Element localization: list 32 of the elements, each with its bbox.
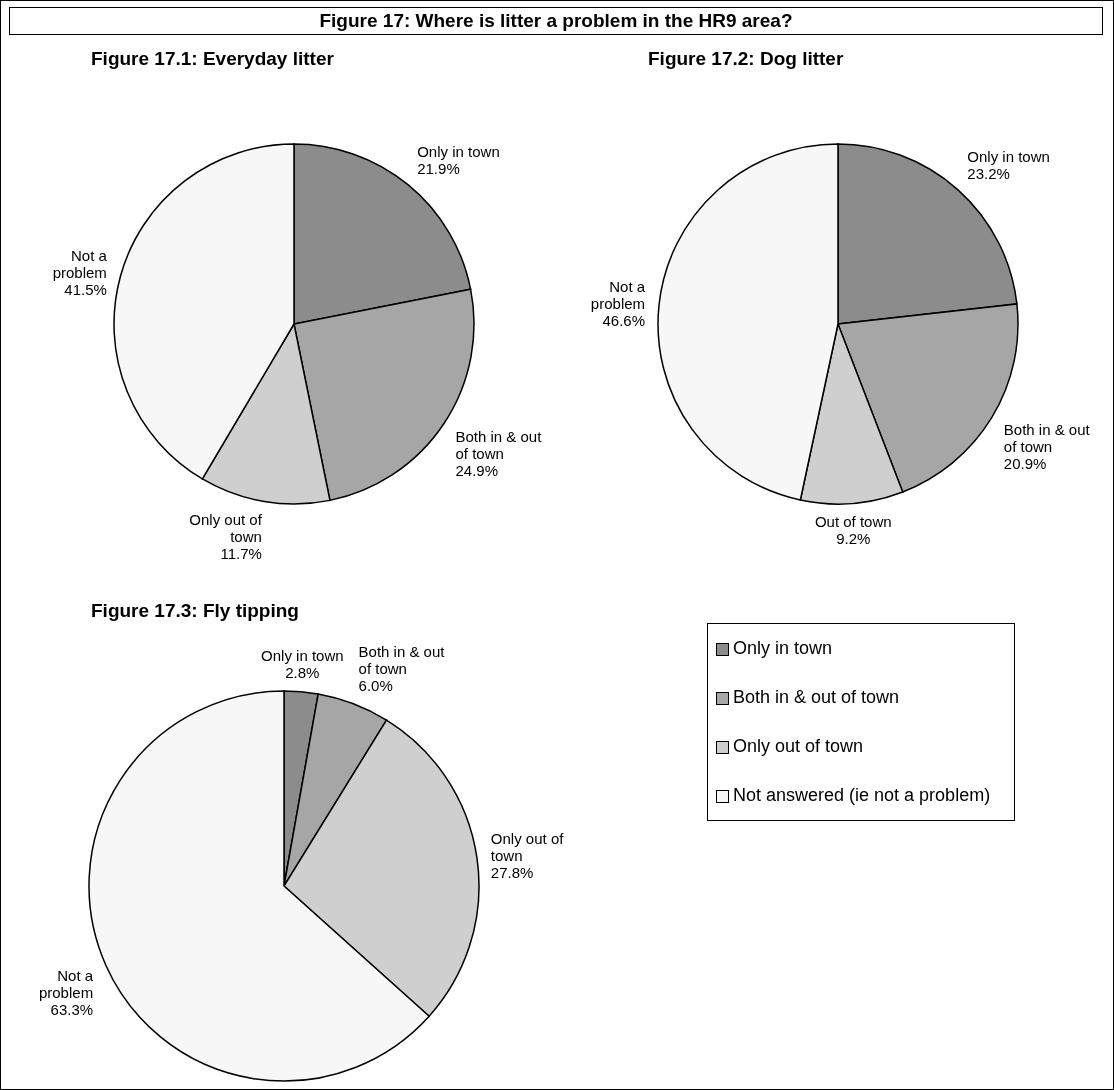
slice-label: Not a problem bbox=[52, 246, 108, 281]
data-label: 24.9% bbox=[455, 461, 499, 479]
data-label: 46.6% bbox=[602, 311, 646, 329]
slice-label: Only in town bbox=[261, 646, 344, 664]
category-label: Only in town bbox=[733, 638, 833, 659]
data-label: 11.7% bbox=[220, 545, 262, 563]
category-label: Not answered (ie not a problem) bbox=[733, 785, 991, 806]
data-label: 21.9% bbox=[417, 160, 460, 178]
slice-label: Not a problem bbox=[590, 277, 646, 312]
chart-title: Figure 17.2: Dog litter bbox=[647, 47, 845, 71]
slice-label: Both in & out of town bbox=[358, 642, 446, 677]
data-label: 20.9% bbox=[1003, 454, 1047, 472]
data-label: 63.3% bbox=[50, 1001, 94, 1019]
category-label: Only out of town bbox=[733, 736, 864, 757]
slice-label: Out of town bbox=[814, 513, 892, 531]
slice-label: Only in town bbox=[967, 148, 1050, 166]
category-label: Both in & out of town bbox=[733, 687, 900, 708]
caption: Figure 17: Where is litter a problem in the HR9 area? bbox=[9, 7, 1103, 35]
data-label: 23.2% bbox=[967, 165, 1010, 183]
slice-label: Both in & out of town bbox=[1003, 420, 1091, 455]
slice-label: Both in & out of town bbox=[455, 427, 543, 462]
slice-label: Only out of town bbox=[189, 511, 263, 546]
slice-label: Not a problem bbox=[38, 967, 94, 1002]
chart-title: Figure 17.1: Everyday litter bbox=[90, 47, 335, 71]
slice-label: Only in town bbox=[417, 143, 500, 161]
chart-title: Figure 17.3: Fly tipping bbox=[90, 599, 300, 623]
data-label: 27.8% bbox=[490, 864, 534, 882]
slice-label: Only out of town bbox=[490, 830, 565, 865]
data-label: 6.0% bbox=[358, 676, 393, 694]
data-label: 9.2% bbox=[836, 530, 871, 548]
data-label: 2.8% bbox=[285, 663, 320, 681]
data-label: 41.5% bbox=[64, 280, 107, 298]
